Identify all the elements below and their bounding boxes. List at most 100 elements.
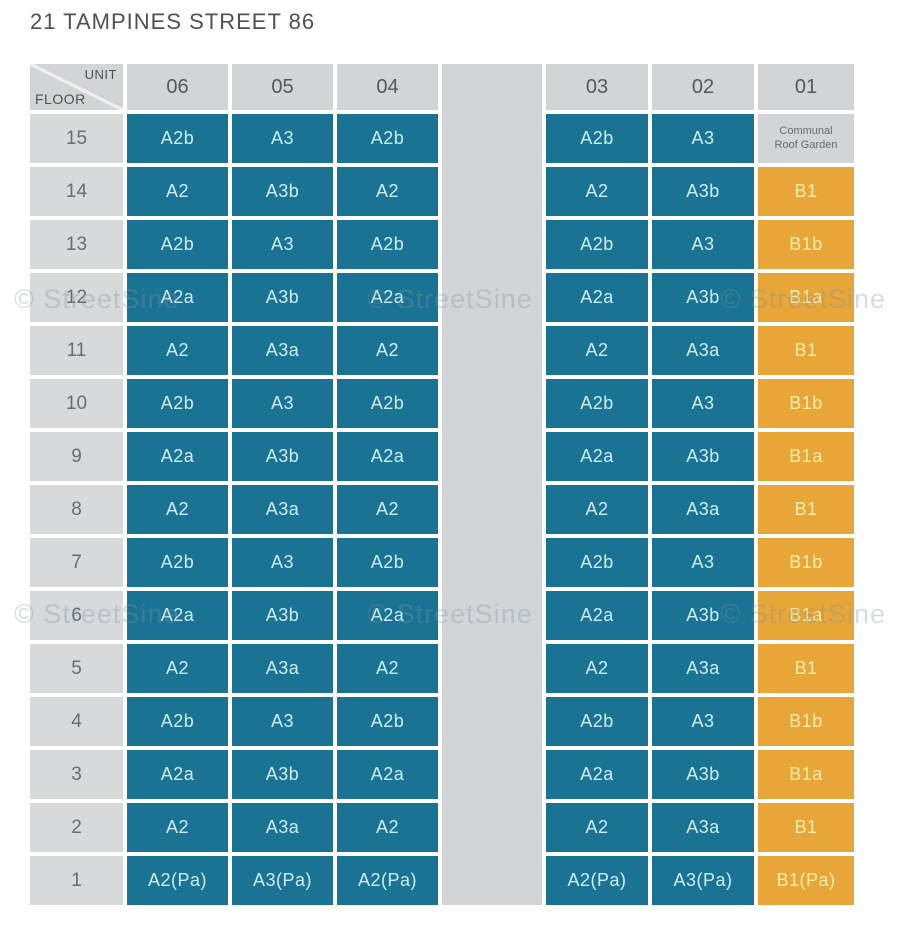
floor-label: 4 (28, 695, 125, 748)
unit-cell: A2 (544, 165, 650, 218)
unit-cell: A2b (125, 377, 230, 430)
unit-cell: A3a (650, 801, 756, 854)
unit-cell: A2b (335, 695, 440, 748)
unit-cell: A2b (544, 112, 650, 165)
unit-cell: A2 (335, 642, 440, 695)
floor-label: 6 (28, 589, 125, 642)
unit-cell: B1b (756, 536, 856, 589)
unit-floor-corner-cell: UNIT FLOOR (28, 62, 125, 112)
floor-label: 15 (28, 112, 125, 165)
unit-column-header-03: 03 (544, 62, 650, 112)
unit-cell: A2 (544, 324, 650, 377)
unit-cell: A2 (335, 483, 440, 536)
unit-cell: B1a (756, 430, 856, 483)
unit-cell: A2b (335, 377, 440, 430)
unit-cell: A3 (650, 695, 756, 748)
unit-cell: A2(Pa) (544, 854, 650, 907)
unit-axis-label: UNIT (84, 67, 117, 82)
unit-cell: A3 (650, 112, 756, 165)
unit-cell: A2 (125, 801, 230, 854)
unit-cell: A3a (650, 642, 756, 695)
unit-cell: A2 (125, 324, 230, 377)
unit-cell: A3b (230, 748, 335, 801)
unit-cell: A2 (544, 483, 650, 536)
unit-cell: A3b (230, 589, 335, 642)
unit-cell: A3b (230, 271, 335, 324)
unit-cell: A2a (125, 589, 230, 642)
page-title: 21 TAMPINES STREET 86 (30, 9, 316, 34)
unit-cell: A2b (544, 218, 650, 271)
unit-cell: B1a (756, 589, 856, 642)
unit-cell: A2 (544, 801, 650, 854)
unit-cell: A3(Pa) (230, 854, 335, 907)
unit-cell: A2b (125, 695, 230, 748)
unit-cell: A2b (544, 536, 650, 589)
unit-cell: A2b (335, 112, 440, 165)
floor-label: 9 (28, 430, 125, 483)
unit-cell: A2a (335, 430, 440, 483)
unit-cell: A2b (544, 695, 650, 748)
floor-label: 14 (28, 165, 125, 218)
floor-label: 7 (28, 536, 125, 589)
unit-cell: A2(Pa) (125, 854, 230, 907)
unit-cell: A3a (230, 642, 335, 695)
unit-cell: B1a (756, 271, 856, 324)
floor-label: 8 (28, 483, 125, 536)
unit-cell: A2 (335, 324, 440, 377)
unit-cell: B1 (756, 801, 856, 854)
unit-cell: A2 (335, 165, 440, 218)
unit-cell: A3b (650, 748, 756, 801)
unit-cell: A2 (125, 642, 230, 695)
unit-column-header-05: 05 (230, 62, 335, 112)
unit-cell: A2a (544, 271, 650, 324)
floor-label: 10 (28, 377, 125, 430)
unit-cell: A2b (125, 536, 230, 589)
unit-cell: A2b (544, 377, 650, 430)
unit-cell: A2a (544, 430, 650, 483)
unit-cell: B1a (756, 748, 856, 801)
tower-gap-spacer (440, 62, 544, 907)
unit-cell: A3a (650, 324, 756, 377)
unit-cell: B1 (756, 165, 856, 218)
unit-cell: A2 (125, 165, 230, 218)
floor-label: 1 (28, 854, 125, 907)
unit-cell: A3b (650, 430, 756, 483)
unit-cell: A2a (544, 748, 650, 801)
unit-cell: A2b (335, 218, 440, 271)
unit-column-header-04: 04 (335, 62, 440, 112)
floor-label: 12 (28, 271, 125, 324)
unit-cell: A2a (335, 589, 440, 642)
unit-column-header-01: 01 (756, 62, 856, 112)
unit-cell: A3 (230, 218, 335, 271)
unit-cell: A3 (230, 112, 335, 165)
unit-cell: A2a (125, 430, 230, 483)
unit-cell: A2b (125, 218, 230, 271)
unit-cell: A3b (650, 165, 756, 218)
unit-cell: B1(Pa) (756, 854, 856, 907)
floor-axis-label: FLOOR (35, 91, 86, 107)
unit-column-header-06: 06 (125, 62, 230, 112)
unit-cell: A3(Pa) (650, 854, 756, 907)
floor-label: 11 (28, 324, 125, 377)
unit-column-header-02: 02 (650, 62, 756, 112)
unit-cell: A3 (650, 536, 756, 589)
unit-cell: B1b (756, 695, 856, 748)
floor-label: 3 (28, 748, 125, 801)
unit-cell: A3b (230, 165, 335, 218)
unit-cell: A2 (335, 801, 440, 854)
floor-label: 2 (28, 801, 125, 854)
unit-stack-table: UNIT FLOOR 06 05 04 03 02 01 15 A2b A3 A2b A… (28, 62, 856, 907)
unit-cell: A2b (125, 112, 230, 165)
unit-cell: A3 (230, 377, 335, 430)
unit-cell: A2 (544, 642, 650, 695)
unit-cell: A3a (230, 483, 335, 536)
unit-cell: B1 (756, 483, 856, 536)
unit-cell: A3a (650, 483, 756, 536)
unit-cell: A3 (230, 695, 335, 748)
floor-label: 13 (28, 218, 125, 271)
unit-cell: A2(Pa) (335, 854, 440, 907)
unit-cell: A3 (650, 218, 756, 271)
unit-cell: B1b (756, 218, 856, 271)
unit-cell: A2 (125, 483, 230, 536)
